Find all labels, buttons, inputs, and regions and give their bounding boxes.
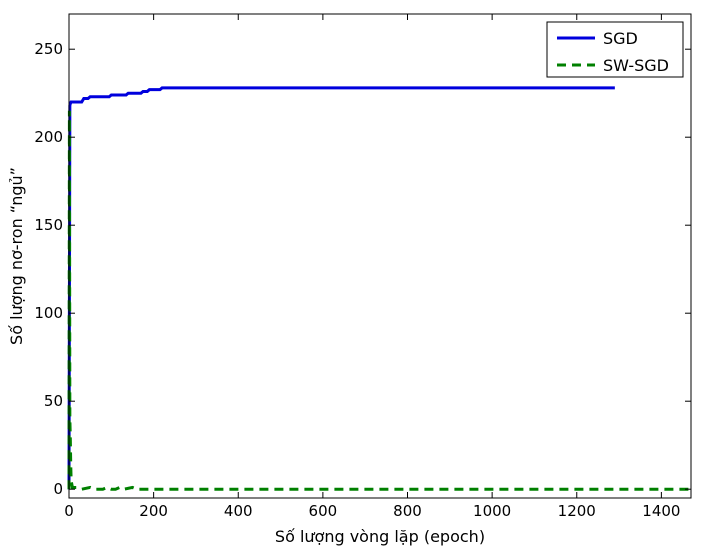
series-line-sw-sgd [67,110,691,491]
series-line-sgd [67,86,615,490]
x-tick-label: 1000 [473,502,511,520]
y-tick-label: 200 [34,128,63,146]
x-tick-label: 200 [139,502,168,520]
plot-frame [68,13,692,499]
y-axis-label: Số lượng nơ-ron “ngủ” [7,167,26,345]
y-tick-label: 100 [34,304,63,322]
legend: SGD SW-SGD [546,21,684,78]
x-axis-label: Số lượng vòng lặp (epoch) [275,527,485,546]
y-tick-label: 50 [44,392,63,410]
series-layer [67,86,691,491]
legend-box [546,21,684,78]
x-tick-label: 600 [309,502,338,520]
x-tick-label: 400 [224,502,253,520]
x-tick-label: 1200 [558,502,596,520]
x-tick-label: 800 [393,502,422,520]
y-tick-label: 250 [34,40,63,58]
ticks-layer: 0 200 400 600 800 1000 1200 1400 0 50 100 150 200 250 [34,14,691,520]
y-tick-label: 0 [53,480,63,498]
legend-label-sgd: SGD [603,29,638,48]
legend-label-sw-sgd: SW-SGD [603,56,669,75]
y-tick-label: 150 [34,216,63,234]
x-tick-label: 0 [64,502,74,520]
plot-area [69,14,691,498]
x-tick-label: 1400 [642,502,680,520]
